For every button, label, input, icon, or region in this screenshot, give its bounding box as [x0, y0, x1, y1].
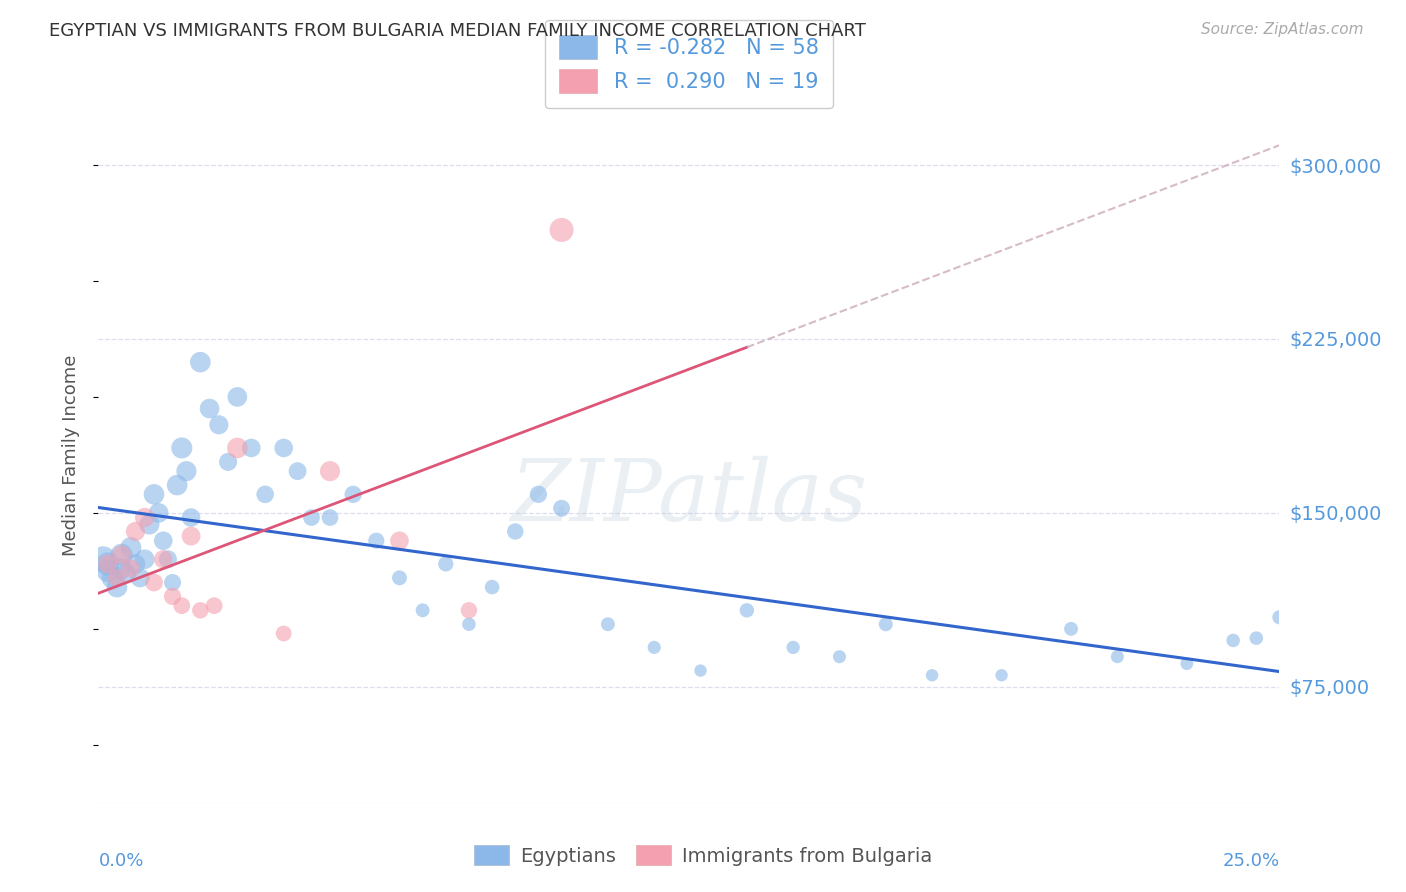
- Point: [105, 571, 128, 585]
- Point: [527, 487, 550, 501]
- Point: [180, 510, 202, 524]
- Point: [550, 501, 572, 516]
- Point: [97, 564, 120, 578]
- Point: [156, 552, 179, 566]
- Point: [240, 441, 263, 455]
- Point: [202, 599, 225, 613]
- Point: [287, 464, 309, 478]
- Point: [782, 640, 804, 655]
- Text: 0.0%: 0.0%: [98, 852, 143, 870]
- Point: [550, 223, 572, 237]
- Point: [152, 552, 174, 566]
- Point: [1246, 631, 1268, 645]
- Point: [97, 557, 120, 571]
- Point: [434, 557, 457, 571]
- Point: [110, 561, 132, 575]
- Point: [115, 566, 138, 581]
- Point: [458, 603, 481, 617]
- Point: [301, 510, 323, 524]
- Point: [143, 575, 166, 590]
- Point: [388, 533, 411, 548]
- Point: [319, 510, 342, 524]
- Point: [124, 524, 146, 539]
- Point: [170, 441, 193, 455]
- Text: Source: ZipAtlas.com: Source: ZipAtlas.com: [1201, 22, 1364, 37]
- Point: [170, 599, 193, 613]
- Point: [412, 603, 434, 617]
- Point: [226, 441, 249, 455]
- Point: [180, 529, 202, 543]
- Point: [124, 557, 146, 571]
- Point: [735, 603, 758, 617]
- Point: [319, 464, 342, 478]
- Point: [458, 617, 481, 632]
- Point: [152, 533, 174, 548]
- Point: [110, 548, 132, 562]
- Point: [366, 533, 388, 548]
- Point: [875, 617, 897, 632]
- Point: [176, 464, 198, 478]
- Point: [91, 552, 114, 566]
- Text: 25.0%: 25.0%: [1222, 852, 1279, 870]
- Point: [208, 417, 231, 432]
- Point: [217, 455, 239, 469]
- Point: [226, 390, 249, 404]
- Point: [254, 487, 277, 501]
- Point: [273, 441, 295, 455]
- Point: [689, 664, 711, 678]
- Point: [1060, 622, 1083, 636]
- Point: [1222, 633, 1244, 648]
- Point: [1268, 610, 1291, 624]
- Point: [643, 640, 665, 655]
- Point: [138, 517, 160, 532]
- Point: [134, 510, 156, 524]
- Point: [596, 617, 619, 632]
- Point: [188, 603, 211, 617]
- Text: ZIPatlas: ZIPatlas: [510, 455, 868, 538]
- Point: [110, 548, 132, 562]
- Point: [921, 668, 943, 682]
- Point: [198, 401, 221, 416]
- Legend: Egyptians, Immigrants from Bulgaria: Egyptians, Immigrants from Bulgaria: [465, 838, 941, 873]
- Point: [481, 580, 503, 594]
- Point: [273, 626, 295, 640]
- Point: [990, 668, 1012, 682]
- Text: EGYPTIAN VS IMMIGRANTS FROM BULGARIA MEDIAN FAMILY INCOME CORRELATION CHART: EGYPTIAN VS IMMIGRANTS FROM BULGARIA MED…: [49, 22, 866, 40]
- Point: [503, 524, 526, 539]
- Point: [188, 355, 211, 369]
- Point: [162, 575, 184, 590]
- Point: [148, 506, 170, 520]
- Y-axis label: Median Family Income: Median Family Income: [62, 354, 80, 556]
- Point: [97, 557, 120, 571]
- Legend: R = -0.282   N = 58, R =  0.290   N = 19: R = -0.282 N = 58, R = 0.290 N = 19: [546, 20, 832, 108]
- Point: [162, 590, 184, 604]
- Point: [166, 478, 188, 492]
- Point: [1175, 657, 1198, 671]
- Point: [143, 487, 166, 501]
- Point: [388, 571, 411, 585]
- Point: [105, 580, 128, 594]
- Point: [129, 571, 152, 585]
- Point: [120, 561, 142, 575]
- Point: [342, 487, 364, 501]
- Point: [134, 552, 156, 566]
- Point: [1107, 649, 1129, 664]
- Point: [101, 571, 124, 585]
- Point: [120, 541, 142, 555]
- Point: [828, 649, 851, 664]
